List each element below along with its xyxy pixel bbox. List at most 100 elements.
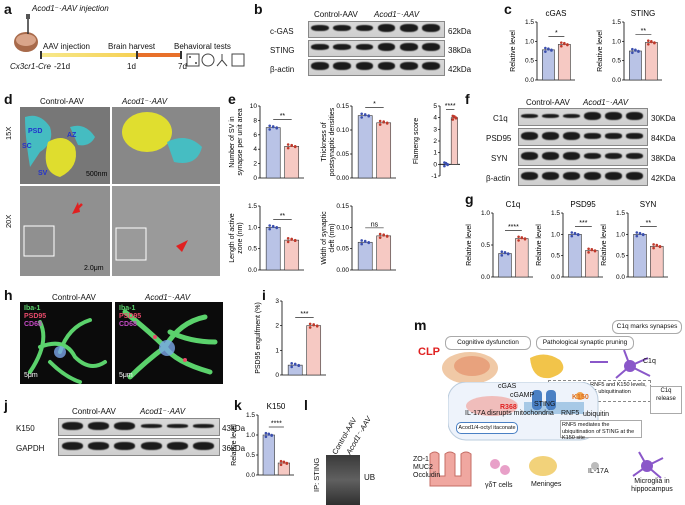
- bar-chart-c-0: 0.0 0.5 1.0 1.5 * cGAS Relative level: [510, 9, 575, 84]
- data-point: [635, 231, 639, 234]
- data-point: [653, 41, 656, 44]
- blot-band: [399, 23, 418, 33]
- sig-label: **: [646, 220, 652, 227]
- panel-label-g: g: [465, 191, 474, 207]
- bar: [376, 235, 392, 271]
- y-axis-label: Number of SV in: [229, 116, 236, 167]
- panel-label-b: b: [254, 1, 263, 17]
- y-tick-label: 3: [275, 298, 279, 305]
- chart-title: STING: [631, 9, 655, 18]
- j-row-gapdh: GAPDH: [16, 444, 45, 453]
- blot-band: [605, 171, 622, 181]
- blot-band: [61, 441, 83, 451]
- y-axis-label: Relative level: [601, 224, 608, 266]
- h2-stain-cd68: CD68: [119, 321, 137, 328]
- y-tick-label: 0.5: [481, 242, 490, 249]
- day-m21: -21d: [54, 62, 71, 71]
- h-stain-psd95: PSD95: [24, 313, 47, 320]
- j-acod-label: Acod1⁻·AAV: [140, 407, 186, 416]
- blot-band: [377, 23, 396, 33]
- m-illustration-top: [442, 349, 651, 384]
- data-point: [285, 461, 289, 465]
- data-point: [308, 322, 312, 326]
- bar-chart-i-10: 0 1 2 3 *** PSD95 engulfment (%): [255, 298, 326, 379]
- bar: [644, 42, 658, 81]
- m-cgas: cGAS: [498, 383, 517, 390]
- f-row-actin: β-actin: [486, 174, 511, 183]
- blot-band: [399, 42, 418, 52]
- sig-label: *: [555, 30, 558, 37]
- data-point: [641, 233, 645, 236]
- data-point: [378, 232, 382, 236]
- y-tick-label: 0: [275, 372, 279, 379]
- blot-band: [399, 61, 418, 71]
- j-kda-gapdh: 36kDa: [222, 444, 246, 453]
- y-tick-label: 0.0: [246, 472, 255, 479]
- data-point: [290, 365, 293, 369]
- data-point: [293, 362, 297, 366]
- y-axis-label: Relative level: [466, 224, 473, 266]
- m-box-c1q-marks: C1q marks synapses: [612, 320, 682, 334]
- confocal-acod: [115, 302, 223, 384]
- blot-band: [377, 42, 396, 52]
- data-point: [382, 233, 385, 236]
- f-control-label: Control-AAV: [526, 98, 570, 107]
- data-point: [367, 114, 371, 117]
- em-acod-20x: [112, 186, 220, 276]
- j-row-k150: K150: [16, 424, 35, 433]
- data-point: [503, 251, 507, 254]
- data-point: [268, 124, 271, 128]
- panel-label-e: e: [228, 91, 236, 107]
- data-point: [570, 231, 574, 234]
- y-tick-label: 6: [253, 132, 257, 139]
- h2-stain-iba1: Iba-1: [119, 305, 136, 312]
- y-axis-label: Relative level: [510, 30, 517, 72]
- blot-band: [521, 131, 538, 141]
- sig-label: ****: [508, 224, 519, 231]
- panel-label-l: l: [304, 397, 308, 413]
- y-tick-label: 2: [275, 323, 279, 330]
- y-tick-label: 0.05: [336, 246, 349, 253]
- y-tick-label: 0.5: [246, 452, 255, 459]
- bar: [262, 434, 275, 476]
- data-point: [443, 164, 446, 168]
- bar-chart-e-5: 0.0 0.5 1.0 1.5 ** Length of active zone (nm): [229, 203, 304, 274]
- bar: [376, 122, 392, 179]
- data-point: [587, 247, 590, 251]
- blot-band: [605, 133, 622, 139]
- bar: [287, 364, 303, 376]
- bar-chart-e-4: -1 0 1 2 3 4 5 **** Flameng score: [413, 103, 460, 180]
- data-point: [385, 121, 389, 125]
- l-row-ub: UB: [364, 473, 376, 482]
- y-tick-label: -1: [431, 173, 437, 180]
- data-point: [506, 252, 510, 255]
- y-tick-label: 1.5: [248, 203, 257, 210]
- bar: [568, 234, 582, 278]
- tick-m21: [40, 51, 42, 59]
- mouse-strain: Cx3cr1-Cre: [10, 62, 51, 71]
- y-tick-label: 1.5: [551, 210, 560, 217]
- m-box-rnf5: RNF5 mediates the ubiquitination of STIN…: [560, 420, 642, 441]
- m-box-cognitive: Cognitive dysfunction: [445, 336, 531, 350]
- data-point: [312, 323, 315, 326]
- blot-band: [563, 131, 580, 141]
- blot-band: [626, 133, 643, 139]
- panel-label-h: h: [4, 287, 13, 303]
- data-point: [286, 237, 290, 240]
- bar: [633, 234, 647, 278]
- data-point: [267, 432, 271, 436]
- data-point: [566, 43, 569, 46]
- blot-band: [333, 24, 352, 32]
- data-point: [631, 51, 634, 55]
- em-control-20x: [20, 186, 110, 276]
- b-row-actin: β-actin: [270, 65, 295, 74]
- data-point: [523, 237, 527, 240]
- timeline-bar-pre: [40, 53, 166, 57]
- bar-chart-g-9: 0.0 0.5 1.0 1.5 ** SYN Relative level: [601, 200, 668, 281]
- bar-chart-g-7: 0.0 0.5 1.0 **** C1q Relative level: [466, 200, 533, 281]
- timeline-bar-post: [136, 53, 180, 57]
- y-axis-label: synapse per unit area: [237, 108, 244, 175]
- data-point: [297, 363, 301, 367]
- y-tick-label: 3: [433, 126, 437, 133]
- blot-band: [521, 113, 538, 119]
